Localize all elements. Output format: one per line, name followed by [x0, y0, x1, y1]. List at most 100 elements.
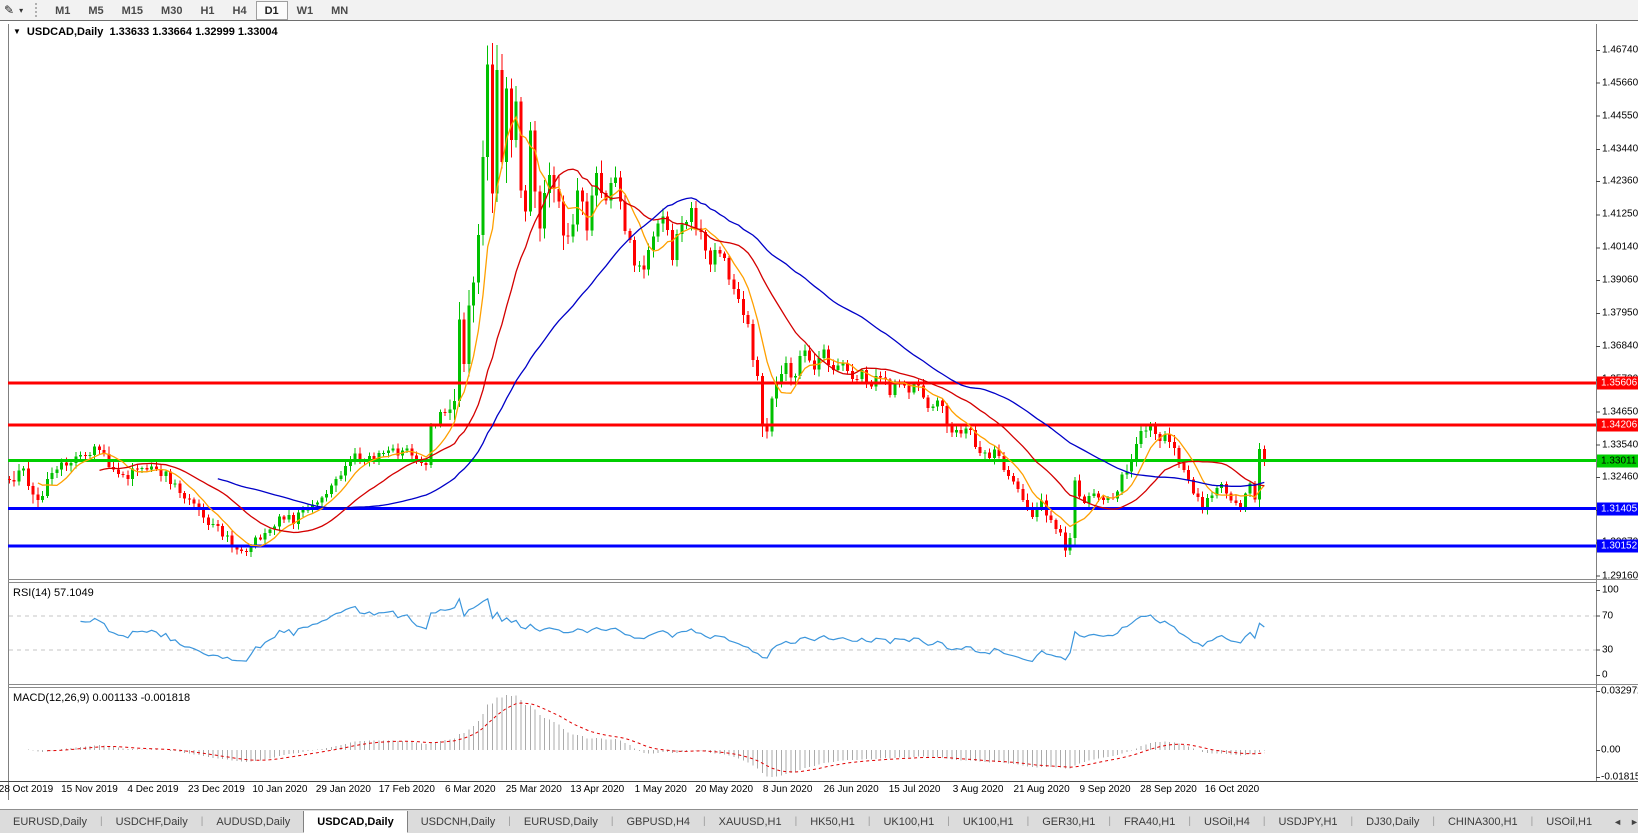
tab-xauusd-h1[interactable]: XAUUSD,H1: [718, 815, 782, 828]
price-axis-label: 1.45660: [1602, 77, 1638, 89]
timeframe-button-h1[interactable]: H1: [200, 4, 215, 17]
timeframe-toolbar: ✎ ▾ M1 M5 M15 M30 H1 H4 D1 W1 MN: [0, 0, 1638, 21]
tab-usdchf-daily[interactable]: USDCHF,Daily: [115, 815, 188, 828]
tab-separator: |: [610, 816, 614, 827]
tab-scroll-right-icon[interactable]: ►: [1630, 817, 1638, 827]
rsi-axis-label: 100: [1602, 584, 1619, 596]
tab-separator: |: [867, 816, 871, 827]
tab-uk100-h1[interactable]: UK100,H1: [883, 815, 935, 828]
date-axis-label: 26 Jun 2020: [823, 784, 879, 795]
timeframe-button-m15[interactable]: M15: [121, 4, 144, 17]
price-line-label: 1.35606: [1597, 376, 1638, 390]
tab-separator: |: [1026, 816, 1030, 827]
price-line-label: 1.33011: [1597, 454, 1638, 468]
tab-uk100-h1[interactable]: UK100,H1: [962, 815, 1014, 828]
date-axis-label: 10 Jan 2020: [252, 784, 308, 795]
price-line-label: 1.30152: [1597, 539, 1638, 553]
tab-china300-h1[interactable]: CHINA300,H1: [1447, 815, 1518, 828]
tab-separator: |: [947, 816, 950, 827]
price-axis-label: 1.32460: [1602, 471, 1638, 483]
draw-tool-button[interactable]: ✎ ▾: [0, 0, 27, 20]
timeframe-button-h4[interactable]: H4: [232, 4, 247, 17]
price-axis-label: 1.43440: [1602, 143, 1638, 155]
macd-signal-line: [47, 702, 1265, 773]
tab-dj30-daily[interactable]: DJ30,Daily: [1366, 815, 1420, 828]
timeframe-button-mn[interactable]: MN: [331, 4, 349, 17]
chart-plot-area[interactable]: [9, 24, 1596, 579]
tab-separator: |: [1188, 816, 1191, 827]
toolbar-grip-handle[interactable]: [35, 3, 40, 17]
tab-gbpusd-h4[interactable]: GBPUSD,H4: [626, 815, 691, 828]
rsi-axis-label: 30: [1602, 644, 1614, 655]
tab-eurusd-daily[interactable]: EURUSD,Daily: [523, 815, 598, 828]
timeframe-button-w1[interactable]: W1: [296, 4, 314, 17]
price-axis-label: 1.30270: [1602, 536, 1638, 548]
date-axis-label: 15 Jul 2020: [888, 784, 941, 795]
timeframe-button-m1[interactable]: M1: [55, 4, 71, 17]
price-axis-label: 1.41250: [1602, 208, 1638, 220]
tab-separator: |: [794, 816, 798, 827]
tab-fra40-h1[interactable]: FRA40,H1: [1124, 815, 1176, 828]
macd-axis-label: -0.018154: [1601, 771, 1638, 783]
date-axis-label: 1 May 2020: [634, 784, 687, 795]
date-axis-label: 9 Sep 2020: [1079, 784, 1131, 795]
tab-usoil-h1[interactable]: USOil,H1: [1546, 815, 1593, 828]
chevron-down-icon[interactable]: ▾: [19, 5, 24, 15]
tab-separator: |: [1262, 816, 1266, 827]
price-line-label: 1.34206: [1597, 418, 1638, 432]
macd-axis-label: 0.00: [1601, 744, 1621, 756]
draw-tool-icon: ✎: [4, 3, 15, 17]
tab-scroll-left-icon[interactable]: ◄: [1613, 816, 1623, 827]
tab-separator: |: [200, 816, 204, 827]
tab-audusd-daily[interactable]: AUDUSD,Daily: [216, 815, 291, 828]
tab-separator: |: [508, 816, 511, 827]
price-axis-label: 1.39060: [1602, 274, 1638, 286]
date-axis-label: 21 Aug 2020: [1013, 784, 1070, 795]
rsi-line: [80, 597, 1265, 663]
tab-usdcad-daily[interactable]: USDCAD,Daily: [303, 811, 408, 833]
timeframe-buttons: M1 M5 M15 M30 H1 H4 D1 W1 MN: [46, 0, 357, 20]
price-line-label: 1.31405: [1597, 502, 1638, 516]
price-axis-label: 1.46740: [1602, 44, 1638, 56]
macd-histogram: [27, 694, 1265, 778]
tab-separator: |: [1432, 816, 1435, 827]
date-axis-label: 23 Dec 2019: [188, 784, 245, 795]
tab-separator: |: [1108, 816, 1112, 827]
tab-hk50-h1[interactable]: HK50,H1: [810, 815, 855, 828]
date-axis-label: 28 Oct 2019: [0, 784, 54, 795]
price-axis-label: 1.40140: [1602, 241, 1638, 253]
timeframe-button-m5[interactable]: M5: [88, 4, 104, 17]
date-axis-label: 17 Feb 2020: [378, 784, 435, 795]
tab-eurusd-daily[interactable]: EURUSD,Daily: [13, 815, 87, 828]
price-axis-label: 1.44550: [1602, 110, 1638, 122]
price-axis-label: 1.31350: [1602, 504, 1638, 516]
price-axis-label: 1.37950: [1602, 307, 1638, 319]
date-axis-label: 29 Jan 2020: [315, 784, 371, 795]
price-axis-label: 1.35730: [1602, 373, 1638, 385]
price-axis-label: 1.29160: [1602, 570, 1638, 582]
macd-axis-label: 0.032972: [1601, 685, 1638, 697]
price-axis-label: 1.42360: [1602, 175, 1638, 187]
price-axis-label: 1.34650: [1602, 406, 1638, 418]
rsi-axis-label: 0: [1602, 669, 1608, 681]
tab-ger30-h1[interactable]: GER30,H1: [1042, 815, 1096, 828]
date-axis-label: 15 Nov 2019: [61, 784, 118, 795]
price-axis-label: 1.36840: [1602, 340, 1638, 352]
tab-usdcnh-daily[interactable]: USDCNH,Daily: [420, 815, 496, 828]
tab-separator: |: [1350, 816, 1354, 827]
timeframe-button-d1[interactable]: D1: [255, 0, 288, 20]
tab-separator: |: [1530, 816, 1534, 827]
timeframe-button-m30[interactable]: M30: [161, 4, 183, 17]
tab-separator: |: [703, 816, 706, 827]
tab-usoil-h4[interactable]: USOil,H4: [1203, 815, 1250, 828]
rsi-axis-label: 70: [1602, 610, 1614, 621]
date-axis-label: 20 May 2020: [695, 784, 754, 795]
price-axis-label: 1.33540: [1602, 439, 1638, 451]
date-axis-label: 13 Apr 2020: [570, 784, 625, 795]
date-axis-label: 28 Sep 2020: [1140, 784, 1197, 795]
tab-usdjpy-h1[interactable]: USDJPY,H1: [1278, 815, 1338, 828]
date-axis-label: 4 Dec 2019: [127, 784, 179, 795]
date-axis-label: 25 Mar 2020: [505, 784, 562, 795]
chart-tab-bar: EURUSD,Daily | USDCHF,Daily | AUDUSD,Daily US…: [0, 809, 1638, 833]
date-axis-label: 8 Jun 2020: [762, 784, 813, 795]
